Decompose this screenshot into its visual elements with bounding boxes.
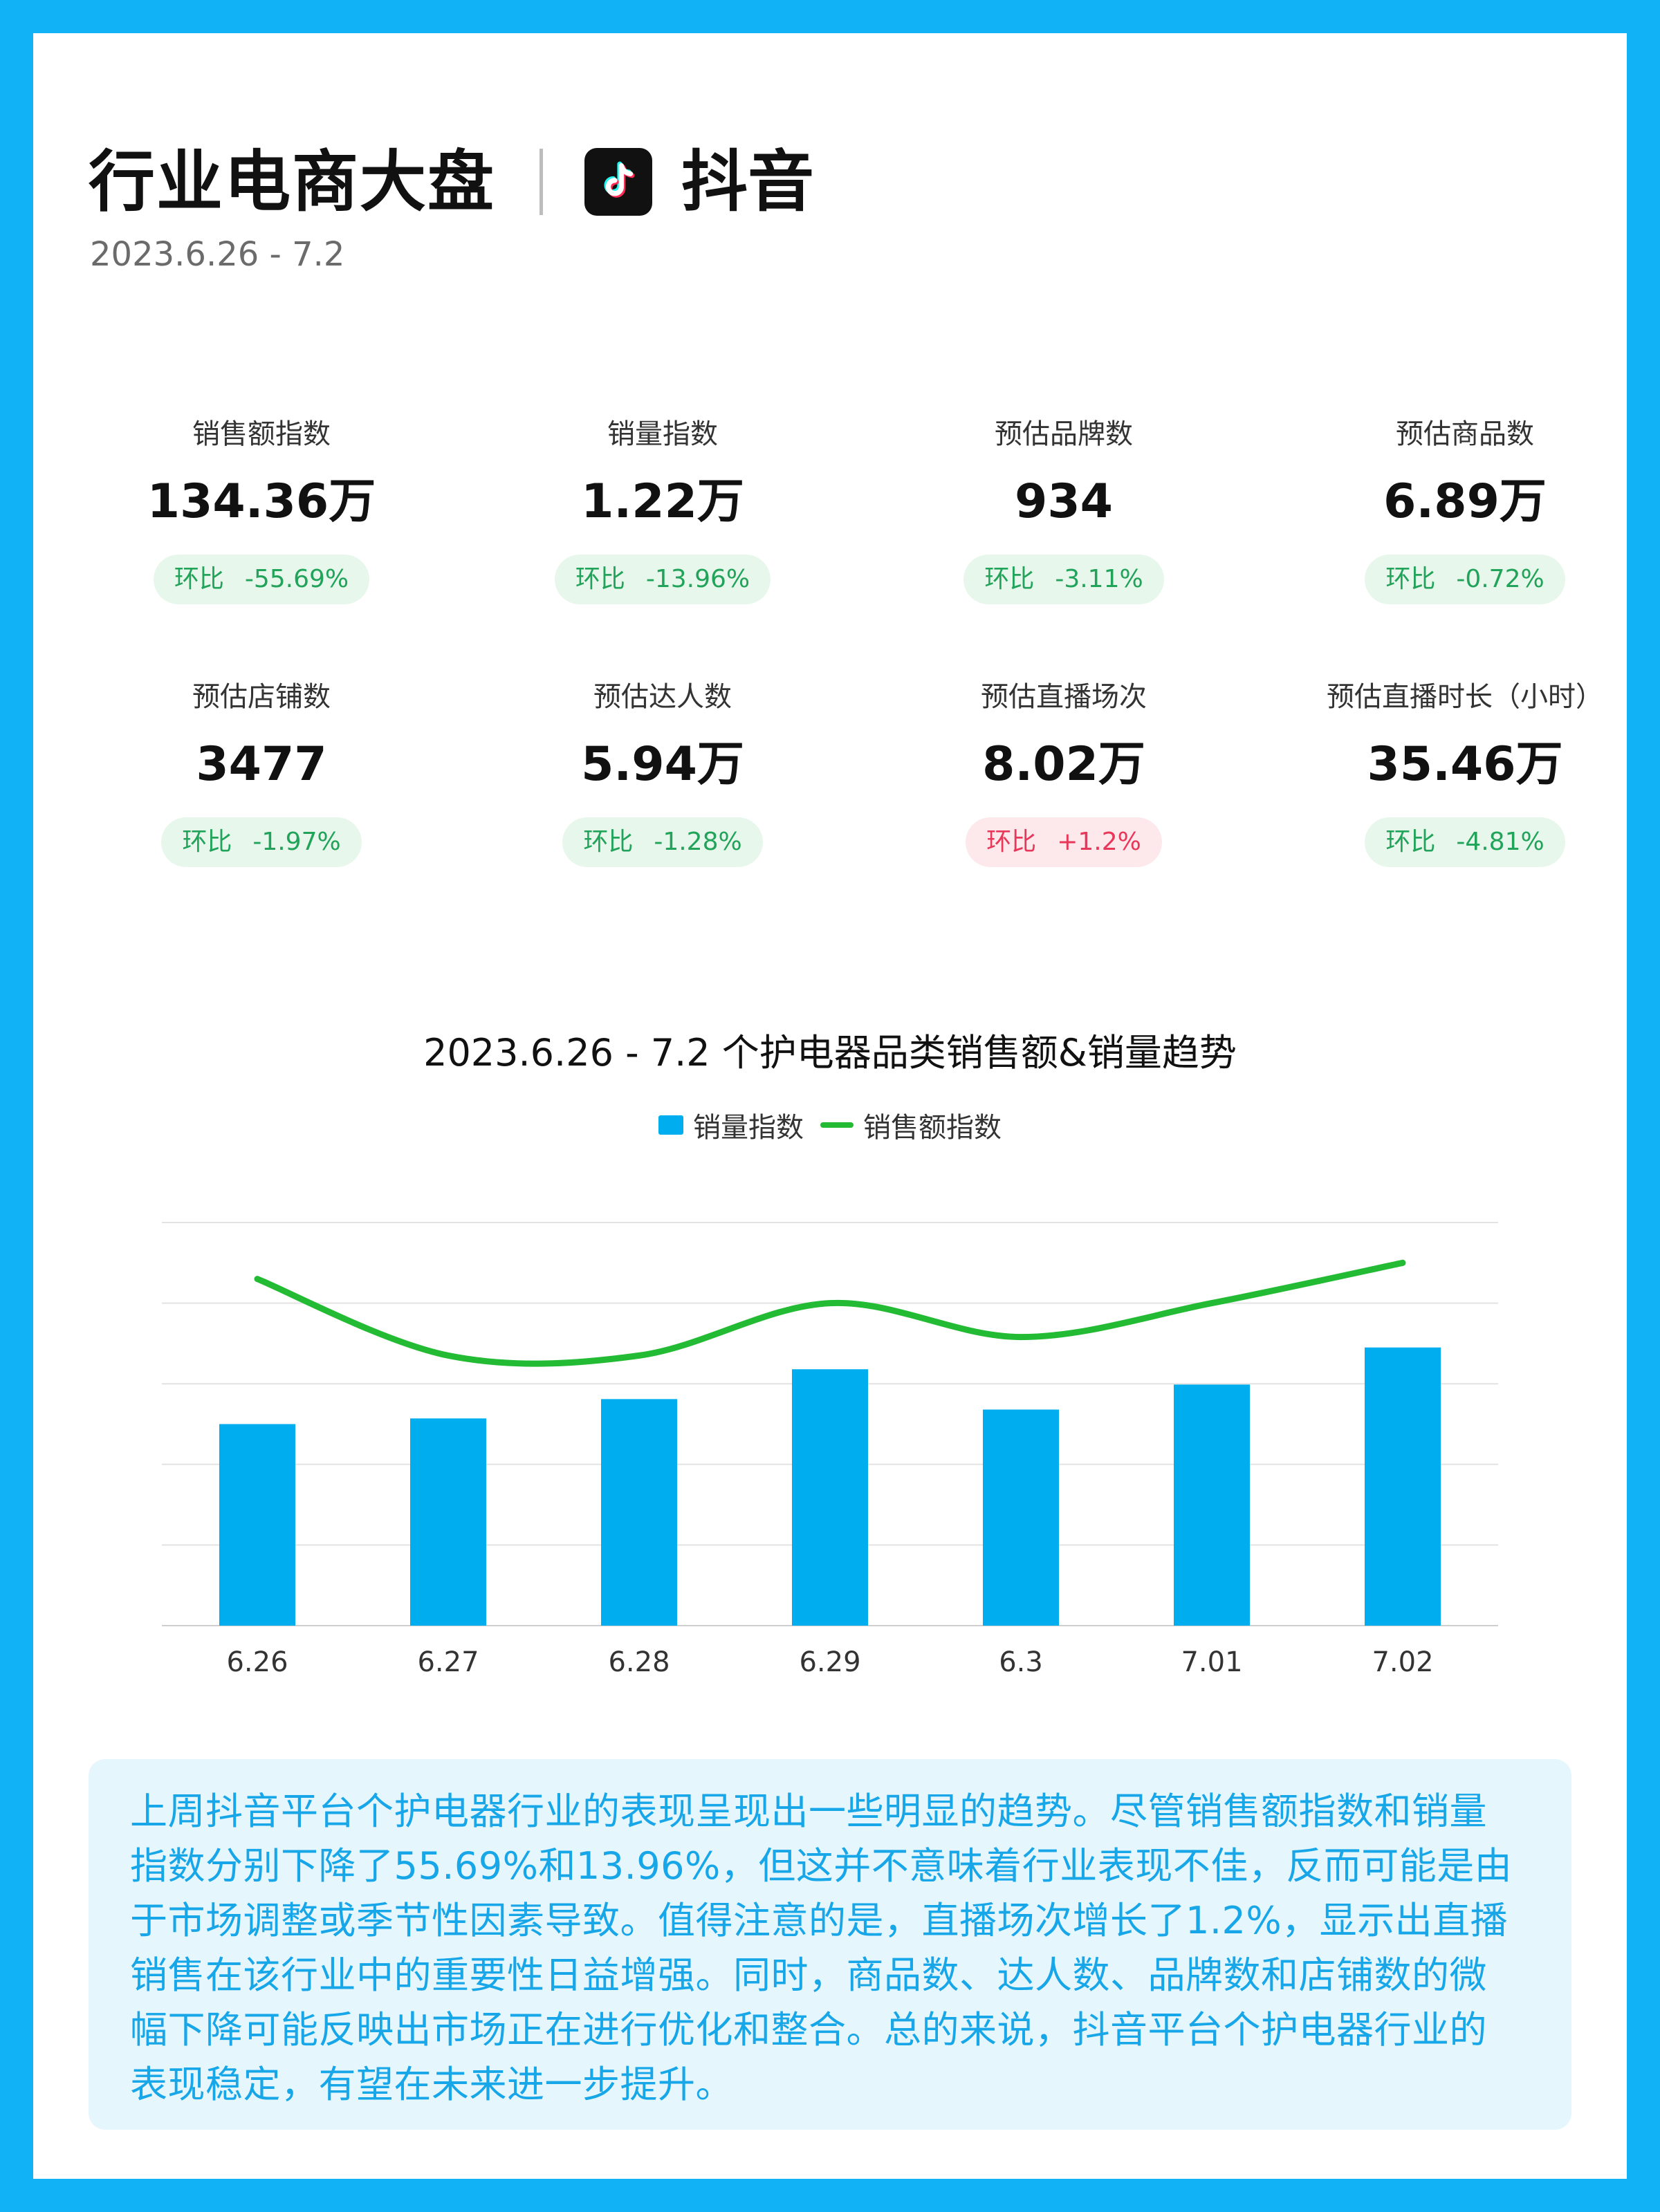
legend-item-volume: 销量指数 [658,1105,804,1145]
metric-live-sessions: 预估直播场次 8.02万 环比 +1.2% [919,683,1209,867]
change-badge: 环比 -1.28% [562,817,763,867]
chart-legend: 销量指数 销售额指数 [33,1105,1627,1145]
report-title: 行业电商大盘 [89,143,495,221]
change-label: 环比 [1385,565,1436,593]
bar-7.02 [1365,1347,1441,1626]
header-divider [540,149,543,215]
metric-label: 销量指数 [607,418,718,450]
metric-label: 预估直播场次 [981,681,1147,713]
change-label: 环比 [986,828,1037,856]
summary-line-1: 上周抖音平台个护电器行业的表现呈现出一些明显的趋势。尽管销售额指数和销量 [130,1790,1487,1833]
metric-label: 预估品牌数 [995,418,1133,450]
metric-sales-index: 销售额指数 134.36万 环比 -55.69% [116,420,407,604]
summary-box: 上周抖音平台个护电器行业的表现呈现出一些明显的趋势。尽管销售额指数和销量 指数分… [89,1759,1571,2130]
summary-line-3: 于市场调整或季节性因素导致。值得注意的是，直播场次增长了1.2%，显示出直播 [130,1899,1509,1942]
metric-label: 预估商品数 [1396,418,1534,450]
legend-bar-swatch [658,1115,683,1135]
x-tick-label: 6.28 [608,1646,670,1678]
change-label: 环比 [575,565,625,593]
change-badge: 环比 -55.69% [153,555,370,604]
change-value: -1.28% [654,828,742,856]
change-value: +1.2% [1057,828,1141,856]
metric-value: 6.89万 [1383,474,1547,529]
change-label: 环比 [984,565,1035,593]
change-label: 环比 [1385,828,1436,856]
change-label: 环比 [182,828,232,856]
summary-line-5: 幅下降可能反映出市场正在进行优化和整合。总的来说，抖音平台个护电器行业的 [130,2008,1487,2052]
summary-line-2: 指数分别下降了55.69%和13.96%，但这并不意味着行业表现不佳，反而可能是… [130,1844,1513,1888]
report-header: 行业电商大盘 抖音 [89,137,814,227]
change-value: -55.69% [244,565,349,593]
metric-label: 预估店铺数 [192,681,331,713]
report-card: 行业电商大盘 抖音 2023.6.26 - 7.2 销售额指数 134.36万 … [33,33,1627,2179]
metric-product-count: 预估商品数 6.89万 环比 -0.72% [1320,420,1610,604]
metric-live-hours: 预估直播时长（小时） 35.46万 环比 -4.81% [1320,683,1610,867]
metric-value: 3477 [196,737,327,792]
legend-line-swatch [820,1122,854,1128]
date-range: 2023.6.26 - 7.2 [90,235,345,274]
metric-label: 销售额指数 [192,418,331,450]
bar-6.27 [410,1418,486,1626]
metric-value: 35.46万 [1367,737,1563,792]
change-value: -1.97% [252,828,341,856]
change-badge: 环比 -4.81% [1365,817,1565,867]
bar-6.29 [792,1369,868,1626]
change-badge: 环比 -0.72% [1365,555,1565,604]
metric-influencer-count: 预估达人数 5.94万 环比 -1.28% [517,683,808,867]
bar-6.28 [601,1399,677,1626]
change-label: 环比 [583,828,634,856]
x-tick-label: 6.3 [999,1646,1043,1678]
change-badge: 环比 -1.97% [161,817,362,867]
change-value: -4.81% [1456,828,1544,856]
metric-store-count: 预估店铺数 3477 环比 -1.97% [116,683,407,867]
change-badge: 环比 -13.96% [554,555,771,604]
chart-title: 2023.6.26 - 7.2 个护电器品类销售额&销量趋势 [423,1031,1237,1075]
sales-index-line [254,1259,1406,1367]
change-label: 环比 [174,565,224,593]
summary-line-4: 销售在该行业中的重要性日益增强。同时，商品数、达人数、品牌数和店铺数的微 [130,1953,1487,1997]
legend-label-volume: 销量指数 [693,1112,804,1144]
tiktok-logo-icon [584,148,652,216]
change-badge: 环比 +1.2% [966,817,1162,867]
metric-label: 预估直播时长（小时） [1327,681,1603,713]
metric-brand-count: 预估品牌数 934 环比 -3.11% [919,420,1209,604]
x-tick-label: 7.02 [1372,1646,1433,1678]
x-tick-label: 6.29 [799,1646,860,1678]
metric-volume-index: 销量指数 1.22万 环比 -13.96% [517,420,808,604]
legend-label-sales: 销售额指数 [863,1112,1002,1144]
metric-value: 1.22万 [581,474,744,529]
summary-line-6: 表现稳定，有望在未来进一步提升。 [130,2063,733,2106]
x-tick-label: 6.27 [417,1646,479,1678]
change-value: -0.72% [1456,565,1544,593]
trend-chart: 6.26 6.27 6.28 6.29 6.3 7.01 7.02 [162,1222,1498,1678]
bar-6.3 [983,1409,1059,1626]
change-badge: 环比 -3.11% [963,555,1164,604]
x-tick-label: 6.26 [226,1646,288,1678]
platform-name: 抖音 [681,143,814,221]
metric-value: 8.02万 [982,737,1145,792]
change-value: -13.96% [645,565,750,593]
change-value: -3.11% [1055,565,1143,593]
bar-6.26 [219,1424,295,1626]
x-tick-label: 7.01 [1181,1646,1242,1678]
metric-value: 5.94万 [581,737,744,792]
metric-label: 预估达人数 [593,681,732,713]
metric-value: 134.36万 [147,474,376,529]
bar-7.01 [1174,1384,1250,1626]
metric-value: 934 [1015,474,1113,529]
legend-item-sales: 销售额指数 [820,1105,1002,1145]
